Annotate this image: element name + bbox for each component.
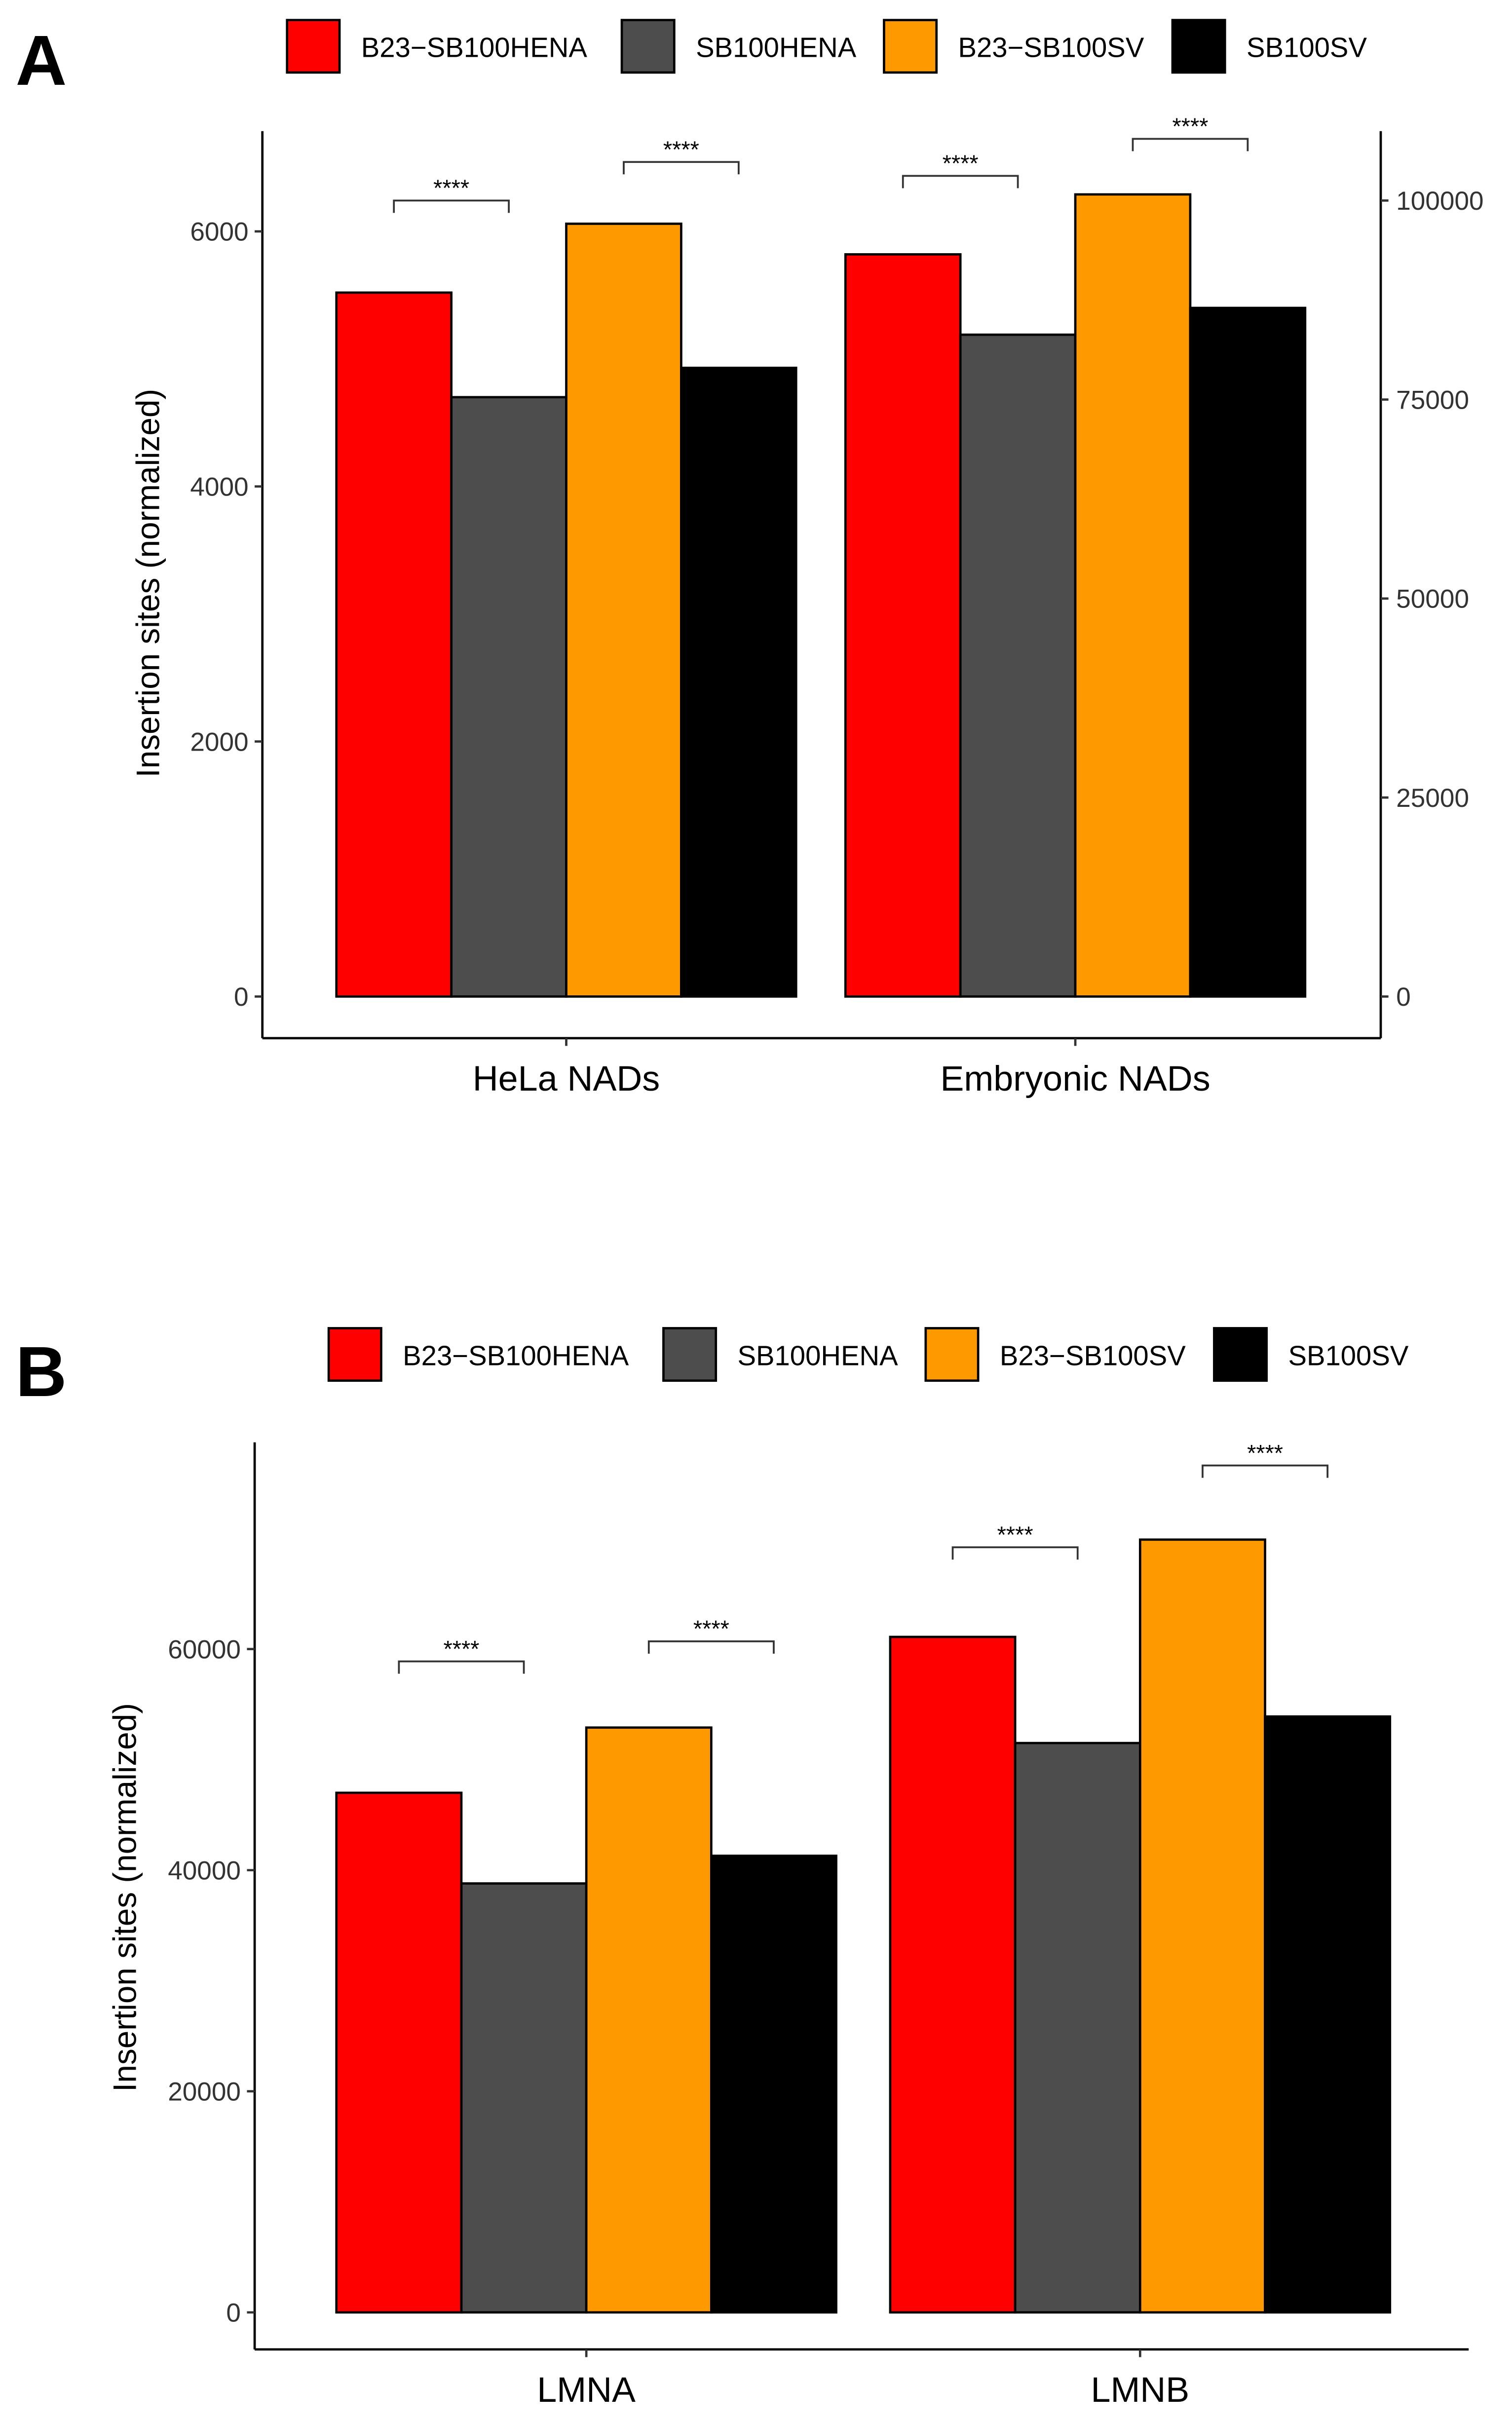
significance-label: **** <box>997 1522 1033 1548</box>
significance-label: **** <box>663 137 699 162</box>
bar-b23-sb100hena <box>844 253 962 998</box>
bar-sb100sv <box>1189 306 1307 998</box>
significance-bracket <box>647 1640 775 1654</box>
significance-bracket <box>398 1660 525 1674</box>
significance-bracket <box>393 199 510 213</box>
y-tick-label: 2000 <box>190 727 248 757</box>
significance-label: **** <box>693 1616 729 1642</box>
y2-tick-label: 25000 <box>1396 784 1469 813</box>
bar-b23-sb100sv <box>565 223 682 998</box>
significance-label: **** <box>943 151 979 176</box>
bar-b23-sb100hena <box>889 1635 1017 2314</box>
x-tick-label: Embryonic NADs <box>940 1059 1210 1099</box>
significance-bracket <box>623 161 740 175</box>
y-tick-label: 40000 <box>168 1856 241 1885</box>
bar-sb100sv <box>710 1855 837 2314</box>
bar-sb100hena <box>959 333 1077 998</box>
bar-b23-sb100hena <box>335 1791 463 2314</box>
x-tick-label: LMNB <box>1091 2370 1190 2410</box>
bar-b23-sb100sv <box>1139 1538 1266 2314</box>
x-tick-label: LMNA <box>537 2370 636 2410</box>
bar-b23-sb100sv <box>1074 193 1192 998</box>
y2-tick-label: 100000 <box>1396 187 1483 216</box>
legend-label: SB100SV <box>1247 32 1367 63</box>
y-axis-title: Insertion sites (normalized) <box>130 389 166 778</box>
y-tick-label: 60000 <box>168 1635 241 1664</box>
y2-tick-label: 0 <box>1396 983 1411 1012</box>
significance-label: **** <box>443 1636 479 1662</box>
legend-swatch <box>662 1327 718 1382</box>
significance-label: **** <box>1172 114 1208 139</box>
panel-label: A <box>16 21 67 100</box>
legend-label: SB100HENA <box>696 32 857 63</box>
panel-label: B <box>16 1332 67 1411</box>
legend-swatch <box>883 19 938 74</box>
y2-tick-label: 50000 <box>1396 585 1469 614</box>
bar-sb100sv <box>680 367 797 998</box>
significance-bracket <box>1202 1464 1329 1478</box>
legend-swatch <box>286 19 341 74</box>
significance-label: **** <box>1247 1440 1283 1466</box>
legend-swatch <box>1213 1327 1268 1382</box>
legend-label: B23−SB100HENA <box>361 32 588 63</box>
y-axis-title: Insertion sites (normalized) <box>107 1703 143 2092</box>
bar-b23-sb100sv <box>585 1726 713 2314</box>
y2-tick-label: 75000 <box>1396 385 1469 415</box>
bar-sb100sv <box>1264 1715 1392 2314</box>
significance-bracket <box>902 175 1019 189</box>
y-tick-label: 0 <box>234 983 249 1012</box>
significance-label: **** <box>433 175 469 201</box>
legend-swatch <box>327 1327 382 1382</box>
legend-label: B23−SB100SV <box>1000 1340 1186 1371</box>
significance-bracket <box>951 1546 1079 1560</box>
y-tick-label: 20000 <box>168 2078 241 2107</box>
legend-label: SB100HENA <box>737 1340 898 1371</box>
legend-label: B23−SB100HENA <box>403 1340 629 1371</box>
legend-label: B23−SB100SV <box>958 32 1144 63</box>
bar-sb100hena <box>460 1882 588 2314</box>
legend-label: SB100SV <box>1288 1340 1408 1371</box>
y-tick-label: 0 <box>226 2299 241 2328</box>
bar-sb100hena <box>450 396 567 998</box>
legend-swatch <box>924 1327 980 1382</box>
significance-bracket <box>1132 138 1249 152</box>
bar-b23-sb100hena <box>335 291 453 998</box>
legend-swatch <box>620 19 676 74</box>
legend-swatch <box>1171 19 1226 74</box>
x-tick-label: HeLa NADs <box>473 1059 660 1099</box>
y-tick-label: 4000 <box>190 472 248 501</box>
y-tick-label: 6000 <box>190 218 248 247</box>
bar-sb100hena <box>1014 1742 1141 2314</box>
